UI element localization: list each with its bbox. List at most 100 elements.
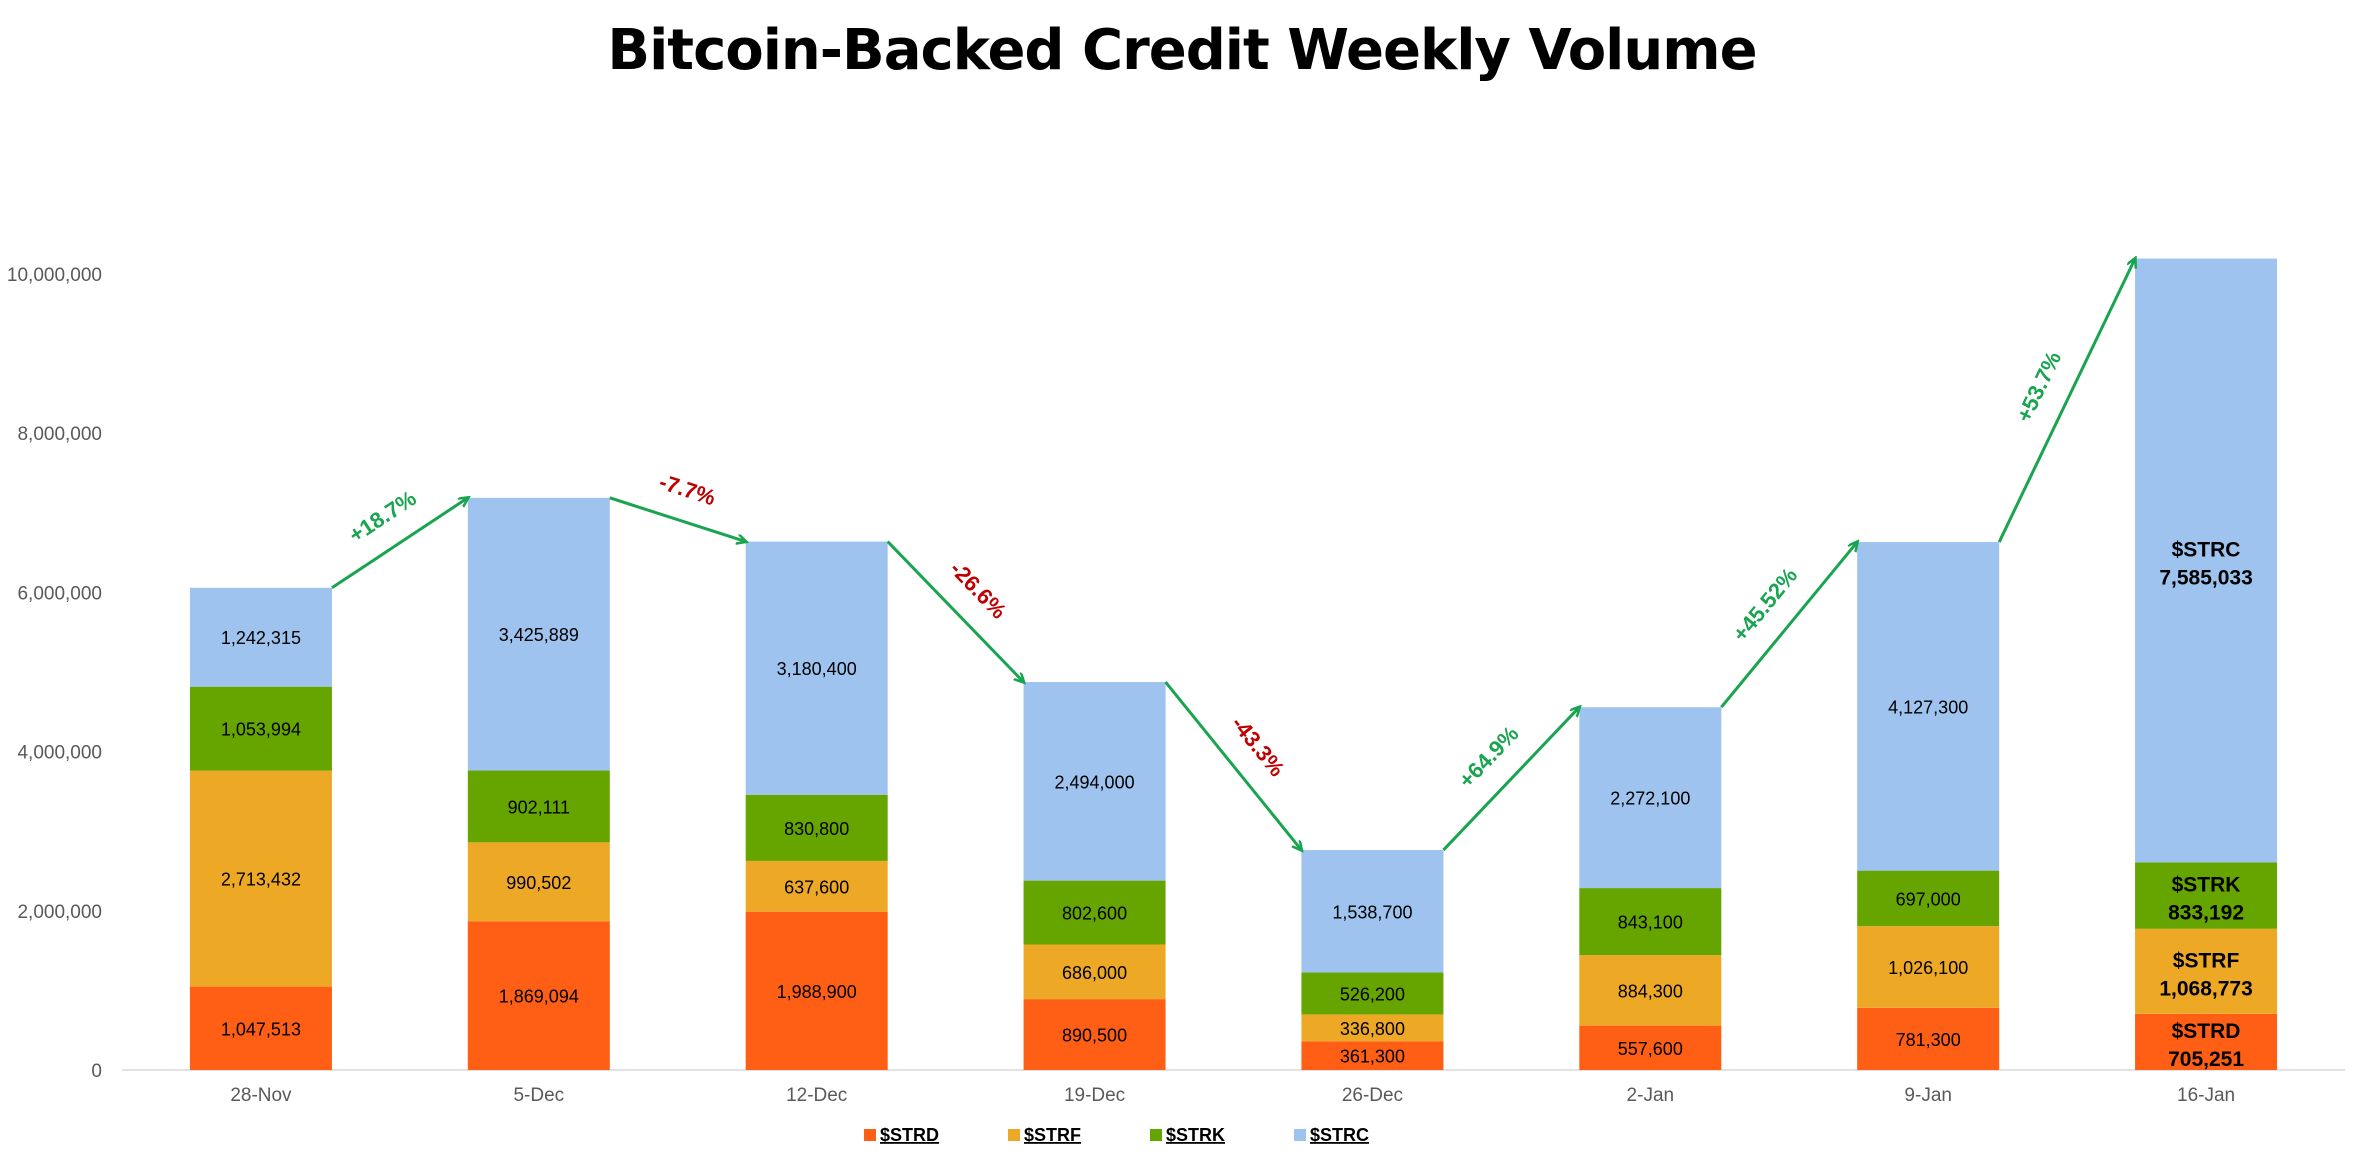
segment-value-label: 2,494,000 — [1055, 772, 1135, 792]
segment-value-label: 3,425,889 — [499, 625, 579, 645]
bar-stack: 361,300 336,800 526,200 1,538,700 — [1301, 850, 1444, 1070]
segment-series-label: $STRF — [2173, 949, 2240, 972]
legend-item-strc: $STRC — [1294, 1125, 1369, 1145]
segment-value-label: 637,600 — [784, 877, 849, 897]
segment-value-label: 1,026,100 — [1888, 958, 1968, 978]
bar-segment-strk — [1023, 880, 1166, 945]
segment-value-label: 830,800 — [784, 819, 849, 839]
segment-value-label: 781,300 — [1896, 1030, 1961, 1050]
legend-item-strd: $STRD — [864, 1125, 939, 1145]
x-tick-label: 16-Jan — [2177, 1085, 2235, 1106]
bar-segment-strc — [745, 541, 888, 795]
change-arrow — [1442, 707, 1579, 852]
bar-stack: 781,300 1,026,100 697,000 4,127,300 — [1857, 542, 2000, 1070]
bar-segment-strf — [189, 770, 332, 987]
y-tick-label: 10,000,000 — [7, 265, 102, 286]
segment-value-label: 336,800 — [1340, 1019, 1405, 1039]
segment-value-label: 1,242,315 — [221, 628, 301, 648]
x-tick-label: 26-Dec — [1342, 1085, 1403, 1106]
x-tick-label: 2-Jan — [1627, 1085, 1675, 1106]
bar-stack: 1,988,900 637,600 830,800 3,180,400 — [745, 541, 888, 1070]
segment-value-label: 890,500 — [1062, 1026, 1127, 1046]
segment-value-label: 833,192 — [2168, 902, 2244, 925]
legend-item-strk: $STRK — [1150, 1125, 1225, 1145]
legend-label: $STRK — [1166, 1125, 1225, 1145]
legend-label: $STRD — [880, 1125, 939, 1145]
bar-stack: 557,600 884,300 843,100 2,272,100 — [1579, 707, 1722, 1070]
bar-segment-strc — [1023, 682, 1166, 881]
y-tick-label: 8,000,000 — [17, 424, 102, 445]
change-arrow — [886, 540, 1024, 682]
bar-segment-strd — [1023, 999, 1166, 1070]
bar-segment-strd — [745, 911, 888, 1070]
segment-value-label: 1,869,094 — [499, 987, 579, 1007]
y-tick-label: 6,000,000 — [17, 583, 102, 604]
bar-segment-strd — [2135, 1013, 2278, 1070]
change-arrow — [609, 496, 746, 542]
segment-value-label: 2,713,432 — [221, 870, 301, 890]
change-label: -26.6% — [945, 556, 1011, 624]
bar-stack: 1,869,094 990,502 902,111 3,425,889 — [467, 497, 610, 1070]
legend: $STRD $STRF $STRK $STRC — [864, 1125, 1369, 1145]
bar-segment-strf — [1301, 1014, 1444, 1042]
segment-series-label: $STRC — [2172, 539, 2241, 562]
bar-segment-strf — [1857, 926, 2000, 1008]
x-tick-label: 28-Nov — [230, 1085, 292, 1106]
bar-segment-strk — [745, 794, 888, 861]
segment-series-label: $STRD — [2172, 1020, 2241, 1043]
bar-segment-strd — [1579, 1025, 1722, 1070]
bar-segment-strf — [2135, 928, 2278, 1014]
change-arrow — [1997, 259, 2135, 543]
segment-value-label: 3,180,400 — [777, 659, 857, 679]
bar-segment-strc — [1579, 707, 1722, 889]
change-arrow — [331, 498, 468, 590]
x-tick-label: 19-Dec — [1064, 1085, 1125, 1106]
bar-segment-strf — [745, 860, 888, 912]
x-tick-label: 9-Jan — [1904, 1085, 1952, 1106]
bar-segment-strc — [1857, 542, 2000, 871]
bar-segment-strc — [467, 497, 610, 771]
legend-swatch — [864, 1129, 876, 1141]
bar-segment-strk — [2135, 862, 2278, 929]
segment-value-label: 990,502 — [506, 873, 571, 893]
bar-segment-strd — [1301, 1041, 1444, 1070]
segment-value-label: 697,000 — [1896, 889, 1961, 909]
bar-segment-strd — [1857, 1007, 2000, 1070]
segment-value-label: 1,988,900 — [777, 982, 857, 1002]
segment-series-label: $STRK — [2172, 874, 2241, 897]
bar-segment-strd — [189, 986, 332, 1070]
bars: 1,047,513 2,713,432 1,053,994 1,242,315 1,86… — [189, 258, 2278, 1071]
change-label: +45.52% — [1727, 563, 1802, 646]
segment-value-label: 557,600 — [1618, 1039, 1683, 1059]
bar-segment-strk — [1857, 870, 2000, 927]
change-label: +53.7% — [2011, 347, 2066, 426]
bar-segment-strk — [1579, 888, 1722, 956]
bar-segment-strk — [467, 770, 610, 843]
x-tick-label: 12-Dec — [786, 1085, 847, 1106]
legend-label: $STRC — [1310, 1125, 1369, 1145]
segment-value-label: 2,272,100 — [1610, 789, 1690, 809]
change-label: +64.9% — [1454, 721, 1524, 793]
segment-value-label: 1,053,994 — [221, 720, 301, 740]
segment-value-label: 686,000 — [1062, 963, 1127, 983]
bar-segment-strk — [1301, 972, 1444, 1015]
bar-segment-strc — [189, 587, 332, 687]
legend-label: $STRF — [1024, 1125, 1081, 1145]
change-arrow — [1164, 681, 1302, 850]
segment-value-label: 1,068,773 — [2159, 977, 2252, 1000]
change-arrow — [1720, 542, 1857, 709]
bar-segment-strf — [467, 842, 610, 922]
chart-title: Bitcoin-Backed Credit Weekly Volume — [607, 18, 1757, 83]
bar-segment-strk — [189, 686, 332, 771]
x-axis: 28-Nov 5-Dec 12-Dec 19-Dec 26-Dec 2-Jan 9-Jan 1… — [230, 1085, 2235, 1106]
segment-value-label: 7,585,033 — [2159, 567, 2252, 590]
bar-segment-strc — [1301, 850, 1444, 973]
segment-value-label: 4,127,300 — [1888, 697, 1968, 717]
y-tick-label: 4,000,000 — [17, 743, 102, 764]
bar-stack: $STRD 705,251 $STRF 1,068,773 $STRK 833,192 $S… — [2135, 258, 2278, 1071]
segment-value-label: 1,047,513 — [221, 1019, 301, 1039]
y-tick-label: 0 — [91, 1061, 102, 1082]
segment-value-label: 843,100 — [1618, 913, 1683, 933]
bar-stack: 1,047,513 2,713,432 1,053,994 1,242,315 — [189, 587, 332, 1070]
y-tick-label: 2,000,000 — [17, 902, 102, 923]
